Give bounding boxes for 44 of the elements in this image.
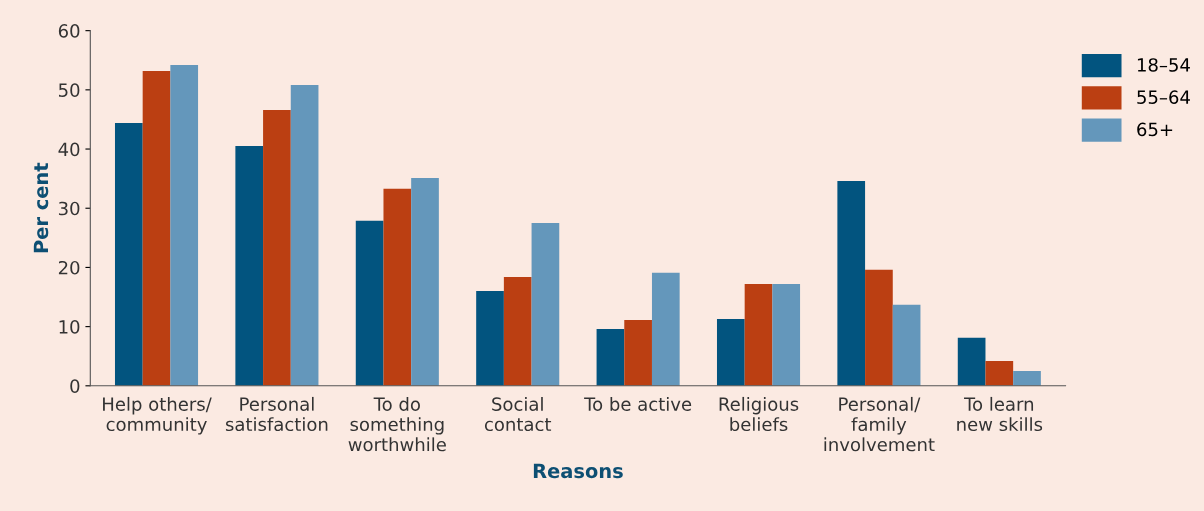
bar [235,146,264,386]
bar [355,220,384,386]
bar [772,284,801,386]
y-tick-label: 30 [58,201,80,216]
x-axis-title: Reasons [533,463,623,479]
bar [503,276,532,386]
x-tick-label: To learn new skills [957,396,1043,432]
bar [170,64,199,386]
y-tick-label: 10 [59,320,80,334]
bar [985,360,1014,386]
bar [476,291,504,386]
bar [596,328,625,386]
x-tick-label: Social contact [484,396,552,432]
y-tick-label: 40 [58,142,80,157]
x-tick-label: To do something worthwhile [348,396,446,452]
x-tick-label: Personal/ family involvement [824,396,935,452]
bar [263,109,291,386]
bar [651,272,680,386]
bar [957,337,986,386]
bar [837,181,866,386]
legend-label: 55–64 [1137,90,1190,105]
bar [383,188,412,386]
bar [411,178,439,386]
bar [114,123,143,386]
bar [142,70,171,386]
bar [1013,371,1041,386]
bar [744,284,773,386]
x-tick-label: Religious beliefs [719,396,799,432]
x-tick-label: Help others/ community [103,396,212,435]
legend-label: 65+ [1137,122,1173,137]
x-tick-label: To be active [584,396,692,411]
bar [624,320,652,386]
bar [531,223,560,386]
y-tick-label: 20 [58,260,80,275]
y-tick-label: 60 [58,24,80,38]
bar [892,304,921,386]
legend-label: 18–54 [1137,58,1190,72]
x-tick-label: Personal satisfaction [225,396,328,432]
y-tick-label: 50 [59,83,80,97]
bar [716,318,745,386]
bar [865,269,893,386]
bar [290,85,319,386]
y-tick-label: 0 [70,379,80,393]
y-axis-title: Per cent [33,162,49,253]
